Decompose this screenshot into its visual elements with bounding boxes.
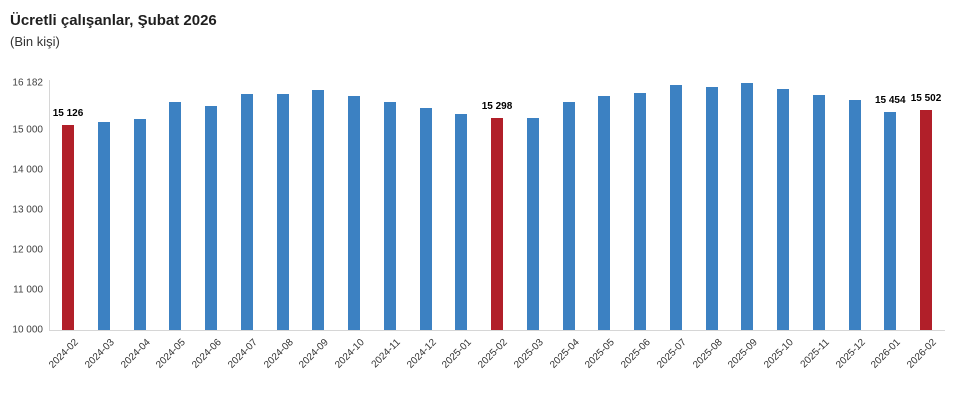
x-axis-label: 2025-06: [619, 337, 653, 371]
x-axis-label: 2025-09: [726, 337, 761, 371]
x-axis-label: 2024-03: [82, 337, 117, 371]
bar-2025-06[interactable]: [634, 93, 646, 330]
bar-value-label: 15 126: [52, 107, 84, 119]
bar-2024-07[interactable]: [240, 94, 253, 330]
bar-value-label: 15 298: [481, 101, 513, 113]
x-axis-label: 2025-11: [798, 337, 832, 371]
bar-2025-10[interactable]: [777, 88, 789, 330]
x-axis-label: 2026-01: [869, 337, 904, 371]
bar-2024-06[interactable]: [205, 106, 217, 330]
y-tick-label: 16 182: [12, 77, 43, 89]
x-axis-label: 2025-10: [762, 337, 796, 371]
bar-2025-12[interactable]: [848, 100, 861, 330]
bar-2024-12[interactable]: [419, 108, 432, 330]
bar-2024-11[interactable]: [383, 102, 396, 330]
x-axis-label: 2025-12: [833, 337, 868, 371]
bar-2024-08[interactable]: [276, 93, 289, 330]
bar-2025-09[interactable]: [741, 82, 754, 330]
bar-2024-04[interactable]: [133, 118, 146, 330]
x-axis-label: 2024-02: [47, 337, 81, 371]
bar-2025-05[interactable]: [598, 96, 611, 330]
x-axis-label: 2024-10: [333, 337, 367, 371]
x-axis-label: 2025-04: [547, 337, 582, 371]
bar-2024-05[interactable]: [169, 102, 182, 330]
bar-2024-03[interactable]: [97, 122, 110, 330]
x-axis-label: 2025-01: [440, 337, 475, 371]
x-axis-label: 2025-08: [690, 337, 725, 371]
x-axis-label: 2026-02: [905, 337, 939, 371]
y-axis-line: [49, 80, 50, 330]
chart-title: Ücretli çalışanlar, Şubat 2026: [10, 12, 217, 29]
x-axis-label: 2025-07: [654, 337, 689, 371]
bar-2025-11[interactable]: [812, 94, 825, 330]
x-axis-label: 2025-02: [476, 337, 510, 371]
x-axis-line: [49, 330, 945, 331]
bar-2025-07[interactable]: [669, 85, 682, 330]
bar-2024-10[interactable]: [348, 96, 360, 330]
y-tick-label: 14 000: [12, 164, 43, 176]
x-axis-label: 2025-03: [511, 337, 546, 371]
bar-2025-04[interactable]: [562, 102, 575, 330]
bar-2025-03[interactable]: [526, 118, 539, 330]
x-axis-label: 2024-04: [118, 337, 153, 371]
x-axis-label: 2024-07: [225, 337, 260, 371]
y-tick-label: 11 000: [13, 284, 43, 296]
bar-value-label: 15 454: [874, 94, 906, 106]
bar-2026-01[interactable]: [884, 111, 897, 330]
y-tick-label: 15 000: [12, 124, 43, 136]
bar-value-label: 15 502: [910, 92, 942, 104]
x-axis-label: 2024-09: [297, 337, 332, 371]
x-axis-label: 2024-12: [404, 337, 439, 371]
y-tick-label: 13 000: [12, 204, 43, 216]
y-tick-label: 10 000: [12, 324, 43, 336]
bar-2024-02[interactable]: [62, 124, 74, 330]
bar-2026-02[interactable]: [920, 109, 932, 330]
x-axis-label: 2024-11: [369, 337, 403, 371]
y-tick-label: 12 000: [12, 244, 43, 256]
bar-2025-02[interactable]: [491, 118, 503, 330]
chart-subtitle: (Bin kişi): [10, 34, 60, 49]
x-axis-label: 2024-05: [154, 337, 189, 371]
x-axis-label: 2025-05: [583, 337, 618, 371]
bar-2024-09[interactable]: [312, 89, 325, 330]
x-axis-label: 2024-08: [261, 337, 296, 371]
bar-2025-01[interactable]: [455, 113, 468, 330]
bar-2025-08[interactable]: [705, 87, 718, 330]
x-axis-label: 2024-06: [190, 337, 224, 371]
